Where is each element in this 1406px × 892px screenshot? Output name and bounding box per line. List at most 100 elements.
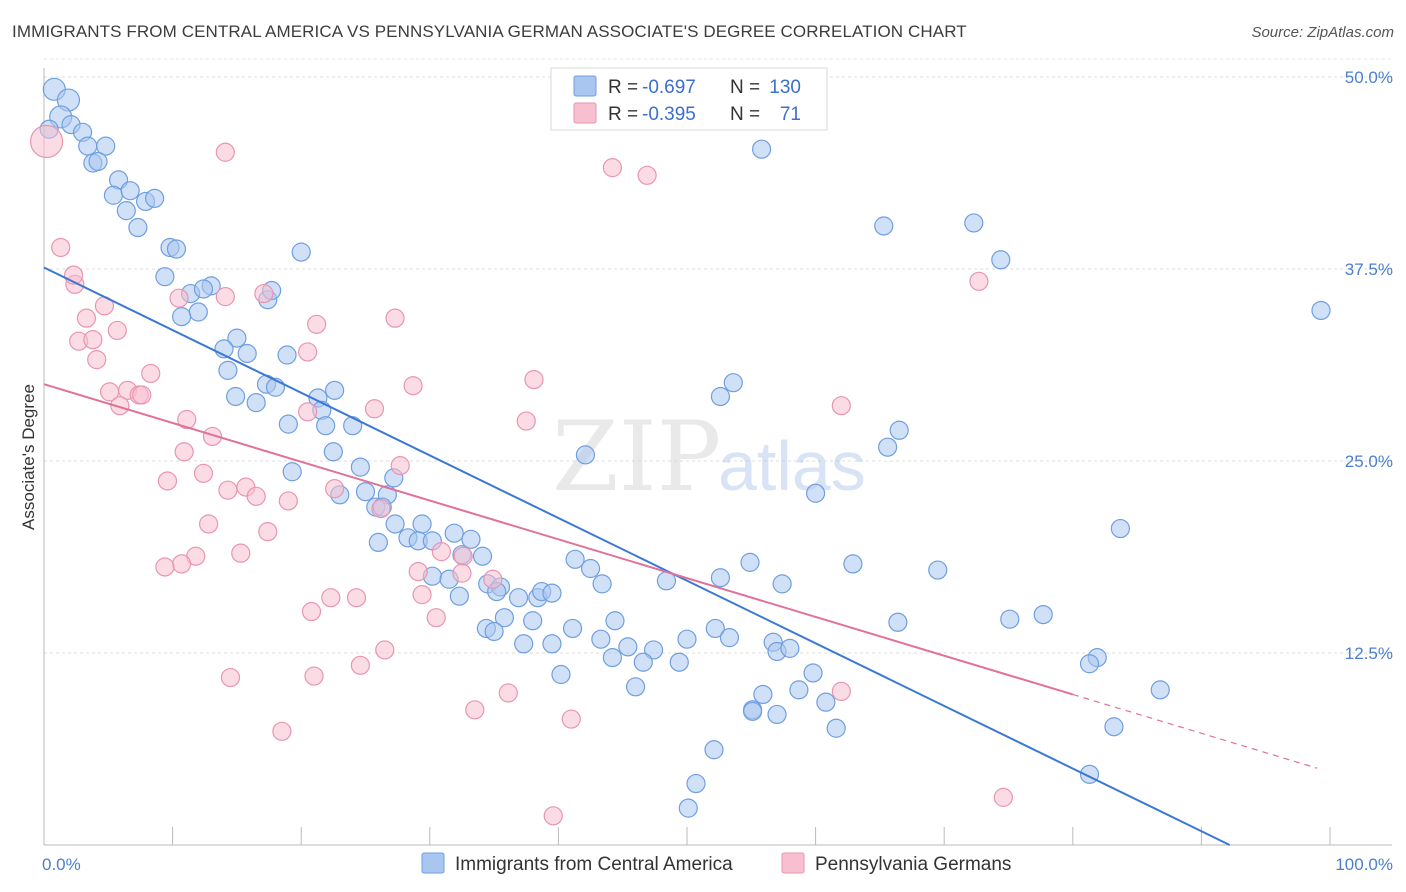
immigrants-point-26 [188, 302, 208, 322]
immigrants-point-61 [472, 546, 493, 566]
immigrants-point-100 [551, 664, 571, 685]
immigrants-point-124 [888, 612, 908, 632]
legend-bottom-swatch-pennsylvania [781, 852, 805, 874]
pennsylvania-point-63 [220, 667, 241, 688]
pennsylvania-point-65 [465, 700, 485, 720]
immigrants-point-58 [444, 523, 464, 543]
y-tick-label-0: 12.5% [1345, 644, 1393, 663]
immigrants-point-75 [592, 574, 612, 594]
immigrants-point-118 [874, 216, 894, 236]
immigrants-point-91 [602, 648, 623, 668]
pennsylvania-point-15 [141, 363, 161, 384]
pennsylvania-point-8 [83, 330, 103, 350]
immigrants-point-106 [789, 680, 809, 700]
immigrants-point-43 [323, 442, 343, 462]
pennsylvania-point-16 [215, 142, 235, 162]
y-tick-labels: 12.5% 25.0% 37.5% 50.0% [1345, 68, 1393, 663]
pennsylvania-point-68 [543, 806, 563, 826]
chart-source: Source: ZipAtlas.com [1251, 24, 1394, 41]
pennsylvania-point-50 [408, 561, 428, 582]
series-pennsylvania-points [29, 124, 1013, 826]
pennsylvania-point-66 [561, 709, 581, 729]
immigrants-point-122 [889, 420, 909, 440]
pennsylvania-point-42 [258, 522, 278, 542]
pennsylvania-point-30 [246, 486, 266, 506]
pennsylvania-point-24 [202, 426, 223, 447]
legend-bottom-swatch-immigrants [421, 852, 445, 874]
pennsylvania-point-9 [87, 350, 107, 370]
legend-bottom-label-pennsylvania: Pennsylvania Germans [815, 854, 1011, 875]
immigrants-point-108 [816, 692, 836, 712]
immigrants-point-23 [193, 279, 214, 299]
immigrants-point-127 [1110, 518, 1130, 539]
pennsylvania-point-67 [272, 721, 292, 741]
pennsylvania-point-69 [831, 681, 851, 702]
y-tick-label-2: 37.5% [1345, 260, 1393, 279]
immigrants-point-116 [805, 483, 826, 503]
immigrants-point-27 [172, 307, 192, 327]
pennsylvania-point-61 [350, 655, 370, 675]
immigrants-point-81 [494, 608, 514, 628]
immigrants-point-6 [78, 136, 98, 156]
legend-swatch-pennsylvania [573, 102, 597, 124]
immigrants-point-41 [316, 416, 336, 436]
immigrants-point-30 [237, 343, 257, 364]
immigrants-point-67 [449, 586, 469, 606]
trend-line-pennsylvania-extension [1072, 693, 1318, 769]
legend-r-value-immigrants: -0.697 [642, 77, 696, 98]
immigrants-point-88 [591, 629, 611, 649]
immigrants-point-72 [542, 583, 562, 603]
pennsylvania-point-17 [254, 283, 274, 304]
immigrants-point-85 [542, 634, 562, 654]
pennsylvania-point-51 [412, 585, 432, 605]
immigrants-point-62 [575, 445, 596, 465]
pennsylvania-point-31 [278, 491, 298, 511]
grid-lines [44, 58, 1392, 654]
immigrants-point-44 [350, 457, 370, 477]
immigrants-point-52 [385, 514, 405, 534]
pennsylvania-point-49 [390, 456, 410, 476]
immigrants-point-80 [523, 611, 543, 631]
legend-box [550, 67, 828, 131]
immigrants-point-31 [277, 345, 297, 365]
immigrants-point-77 [710, 386, 731, 407]
pennsylvania-point-64 [498, 683, 518, 703]
immigrants-point-111 [704, 740, 724, 760]
immigrants-point-120 [991, 250, 1011, 270]
chart-title: IMMIGRANTS FROM CENTRAL AMERICA VS PENNS… [12, 22, 967, 41]
legend-n-value-pennsylvania: 71 [780, 104, 801, 125]
pennsylvania-point-56 [321, 588, 341, 608]
immigrants-point-15 [116, 201, 136, 221]
immigrants-point-128 [1311, 300, 1331, 321]
trend-line-immigrants [43, 266, 1231, 846]
immigrants-point-14 [144, 188, 165, 208]
pennsylvania-point-40 [969, 271, 989, 291]
pennsylvania-point-26 [157, 471, 178, 491]
immigrants-point-101 [625, 677, 646, 697]
pennsylvania-point-60 [375, 640, 395, 660]
immigrants-point-113 [678, 798, 698, 818]
pennsylvania-point-38 [637, 165, 657, 185]
legend-n-label-immigrants: N = [730, 77, 760, 98]
pennsylvania-point-21 [298, 342, 318, 362]
legend-r-label-immigrants: R = [608, 77, 638, 98]
legend-top: R = -0.697 N = 130 R = -0.395 N = 71 [550, 67, 828, 131]
immigrants-point-78 [723, 373, 743, 393]
pennsylvania-point-1 [51, 237, 71, 258]
pennsylvania-point-48 [371, 499, 391, 519]
immigrants-point-11 [103, 185, 124, 205]
immigrants-point-36 [226, 386, 246, 407]
trend-line-pennsylvania [43, 383, 1074, 696]
pennsylvania-point-59 [426, 608, 446, 628]
pennsylvania-point-43 [231, 543, 251, 563]
y-tick-label-1: 25.0% [1345, 452, 1393, 471]
immigrants-point-105 [753, 684, 773, 705]
pennsylvania-point-57 [346, 588, 367, 608]
immigrants-point-86 [562, 618, 583, 639]
pennsylvania-point-7 [107, 320, 127, 341]
immigrants-point-18 [166, 239, 187, 259]
trend-lines [43, 266, 1318, 846]
pennsylvania-point-33 [364, 399, 385, 419]
x-tick-label-0: 0.0% [42, 855, 81, 874]
